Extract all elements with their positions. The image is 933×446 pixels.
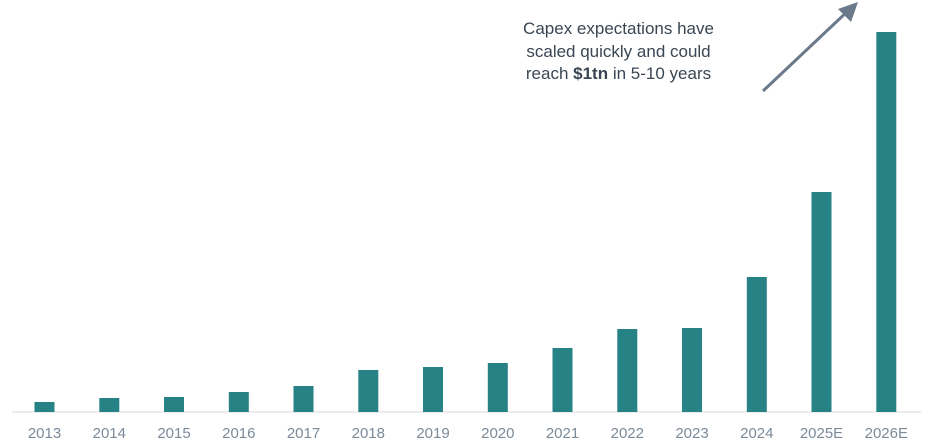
- bar-2019: [423, 367, 443, 412]
- annotation-highlight: $1tn: [573, 64, 609, 83]
- tick-label-2025E: 2025E: [800, 425, 843, 442]
- tick-label-2018: 2018: [352, 425, 385, 442]
- tick-label-2014: 2014: [93, 425, 126, 442]
- bar-2016: [228, 392, 249, 412]
- annotation-line-2: scaled quickly and could: [526, 41, 711, 61]
- tick-label-2024: 2024: [740, 425, 773, 442]
- bar-2026E: [876, 32, 897, 412]
- tick-label-2021: 2021: [546, 425, 579, 442]
- tick-label-2013: 2013: [28, 425, 61, 442]
- bar-2020: [487, 363, 508, 412]
- bar-2022: [617, 329, 638, 412]
- bar-2021: [552, 348, 573, 412]
- chart-annotation: Capex expectations have scaled quickly a…: [486, 18, 751, 86]
- bar-2018: [358, 370, 379, 412]
- bar-2015: [164, 397, 184, 412]
- annotation-line-3-end: in 5-10 years: [608, 64, 712, 83]
- annotation-line-1: Capex expectations have: [523, 19, 714, 38]
- tick-label-2019: 2019: [416, 425, 449, 442]
- tick-label-2022: 2022: [611, 425, 644, 442]
- annotation-line-3: reach $1tn in 5-10 years: [486, 63, 751, 86]
- x-axis-tick-labels: 2013 2014 2015 2016 2017 2018 2019 2020 2021 2022…: [28, 425, 908, 442]
- bar-series: [34, 32, 897, 412]
- tick-label-2020: 2020: [481, 425, 514, 442]
- bar-2023: [682, 328, 702, 412]
- bar-2013: [34, 402, 55, 412]
- bar-2025E: [811, 192, 832, 412]
- tick-label-2015: 2015: [157, 425, 190, 442]
- tick-label-2016: 2016: [222, 425, 255, 442]
- tick-label-2017: 2017: [287, 425, 320, 442]
- trend-arrow-head: [838, 2, 858, 22]
- tick-label-2026E: 2026E: [865, 425, 908, 442]
- bar-2024: [746, 277, 767, 412]
- trend-arrow: [761, 7, 852, 93]
- bar-2017: [293, 386, 314, 412]
- bar-2014: [99, 398, 120, 412]
- tick-label-2023: 2023: [675, 425, 708, 442]
- annotation-line-3-start: reach: [525, 64, 574, 83]
